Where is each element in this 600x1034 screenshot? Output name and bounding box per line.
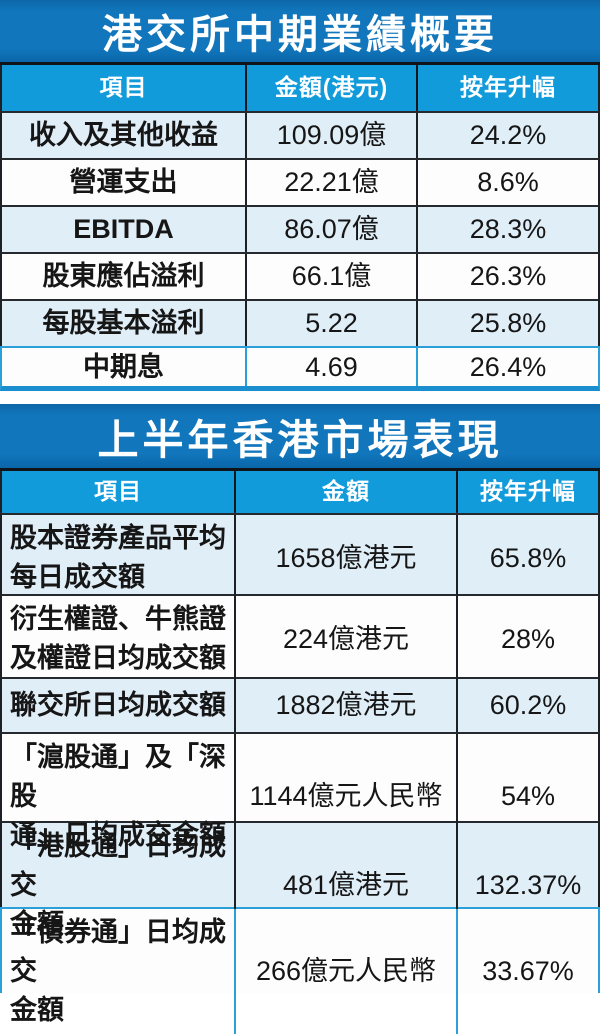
row-amount: 86.07億 [247, 207, 418, 252]
row-yoy: 28% [500, 623, 556, 654]
row-amount: 5.22 [247, 301, 418, 346]
row-amount: 224億港元 [236, 596, 458, 683]
table2-header-amount: 金額 [236, 471, 458, 513]
table-row: EBITDA 86.07億 28.3% [0, 205, 600, 252]
table2-header-yoy: 按年升幅 [480, 478, 576, 505]
row-item-label: 中期息 [2, 348, 247, 386]
table-row: 股東應佔溢利 66.1億 26.3% [0, 252, 600, 299]
table2-header-row: 項目 金額 按年升幅 [0, 471, 600, 513]
row-amount: 109.09億 [247, 113, 418, 158]
row-item-label: 「滬股通」及「深股 通」日均成交金額 [2, 734, 236, 860]
row-yoy: 65.8% [489, 542, 567, 573]
row-item-label: 聯交所日均成交額 [2, 679, 236, 732]
row-amount: 266億元人民幣 [236, 909, 458, 1034]
table1-header-item: 項目 [2, 65, 247, 111]
table-row: 「債券通」日均成交 金額 266億元人民幣 33.67% [0, 907, 600, 1034]
table2-header-item: 項目 [2, 471, 236, 513]
row-amount: 4.69 [247, 348, 418, 386]
table-row: 中期息 4.69 26.4% [0, 346, 600, 391]
row-yoy: 8.6% [477, 167, 539, 198]
row-item-label: EBITDA [2, 207, 247, 252]
row-yoy: 28.3% [469, 214, 547, 245]
table-row: 收入及其他收益 109.09億 24.2% [0, 111, 600, 158]
table-row: 「滬股通」及「深股 通」日均成交金額 1144億元人民幣 54% [0, 732, 600, 860]
row-amount: 481億港元 [236, 823, 458, 949]
row-yoy: 24.2% [469, 120, 547, 151]
row-item-label: 衍生權證、牛熊證 及權證日均成交額 [2, 596, 236, 683]
row-item-label: 營運支出 [2, 160, 247, 205]
table1-header-yoy: 按年升幅 [460, 74, 556, 101]
table1-header-row: 項目 金額(港元) 按年升幅 [0, 65, 600, 111]
table-row: 聯交所日均成交額 1882億港元 60.2% [0, 677, 600, 732]
table-row: 股本證券產品平均 每日成交額 1658億港元 65.8% [0, 513, 600, 602]
row-yoy: 25.8% [469, 308, 547, 339]
row-item-label: 股本證券產品平均 每日成交額 [2, 515, 236, 602]
row-yoy: 132.37% [474, 870, 582, 901]
table1-title: 港交所中期業績概要 [0, 0, 600, 65]
table-row: 每股基本溢利 5.22 25.8% [0, 299, 600, 346]
table-row: 衍生權證、牛熊證 及權證日均成交額 224億港元 28% [0, 594, 600, 683]
row-amount: 1658億港元 [236, 515, 458, 602]
row-item-label: 「債券通」日均成交 金額 [2, 909, 236, 1034]
table2-title: 上半年香港市場表現 [0, 404, 600, 471]
row-item-label: 股東應佔溢利 [2, 254, 247, 299]
row-yoy: 54% [500, 781, 556, 812]
row-amount: 1882億港元 [236, 679, 458, 732]
row-amount: 1144億元人民幣 [236, 734, 458, 860]
hk-market-performance-table: 上半年香港市場表現 項目 金額 按年升幅 股本證券產品平均 每日成交額 1658… [0, 404, 600, 1034]
table-row: 營運支出 22.21億 8.6% [0, 158, 600, 205]
table-divider-gap [0, 391, 600, 404]
row-amount: 22.21億 [247, 160, 418, 205]
row-item-label: 收入及其他收益 [2, 113, 247, 158]
row-item-label: 「港股通」日均成交 金額 [2, 823, 236, 949]
row-yoy: 26.4% [469, 351, 547, 382]
row-yoy: 26.3% [469, 261, 547, 292]
table1-header-amount: 金額(港元) [247, 65, 418, 111]
row-item-label: 每股基本溢利 [2, 301, 247, 346]
hkex-interim-results-table: 港交所中期業績概要 項目 金額(港元) 按年升幅 收入及其他收益 109.09億… [0, 0, 600, 391]
row-amount: 66.1億 [247, 254, 418, 299]
table-row: 「港股通」日均成交 金額 481億港元 132.37% [0, 821, 600, 949]
row-yoy: 33.67% [482, 956, 574, 987]
row-yoy: 60.2% [489, 690, 567, 721]
